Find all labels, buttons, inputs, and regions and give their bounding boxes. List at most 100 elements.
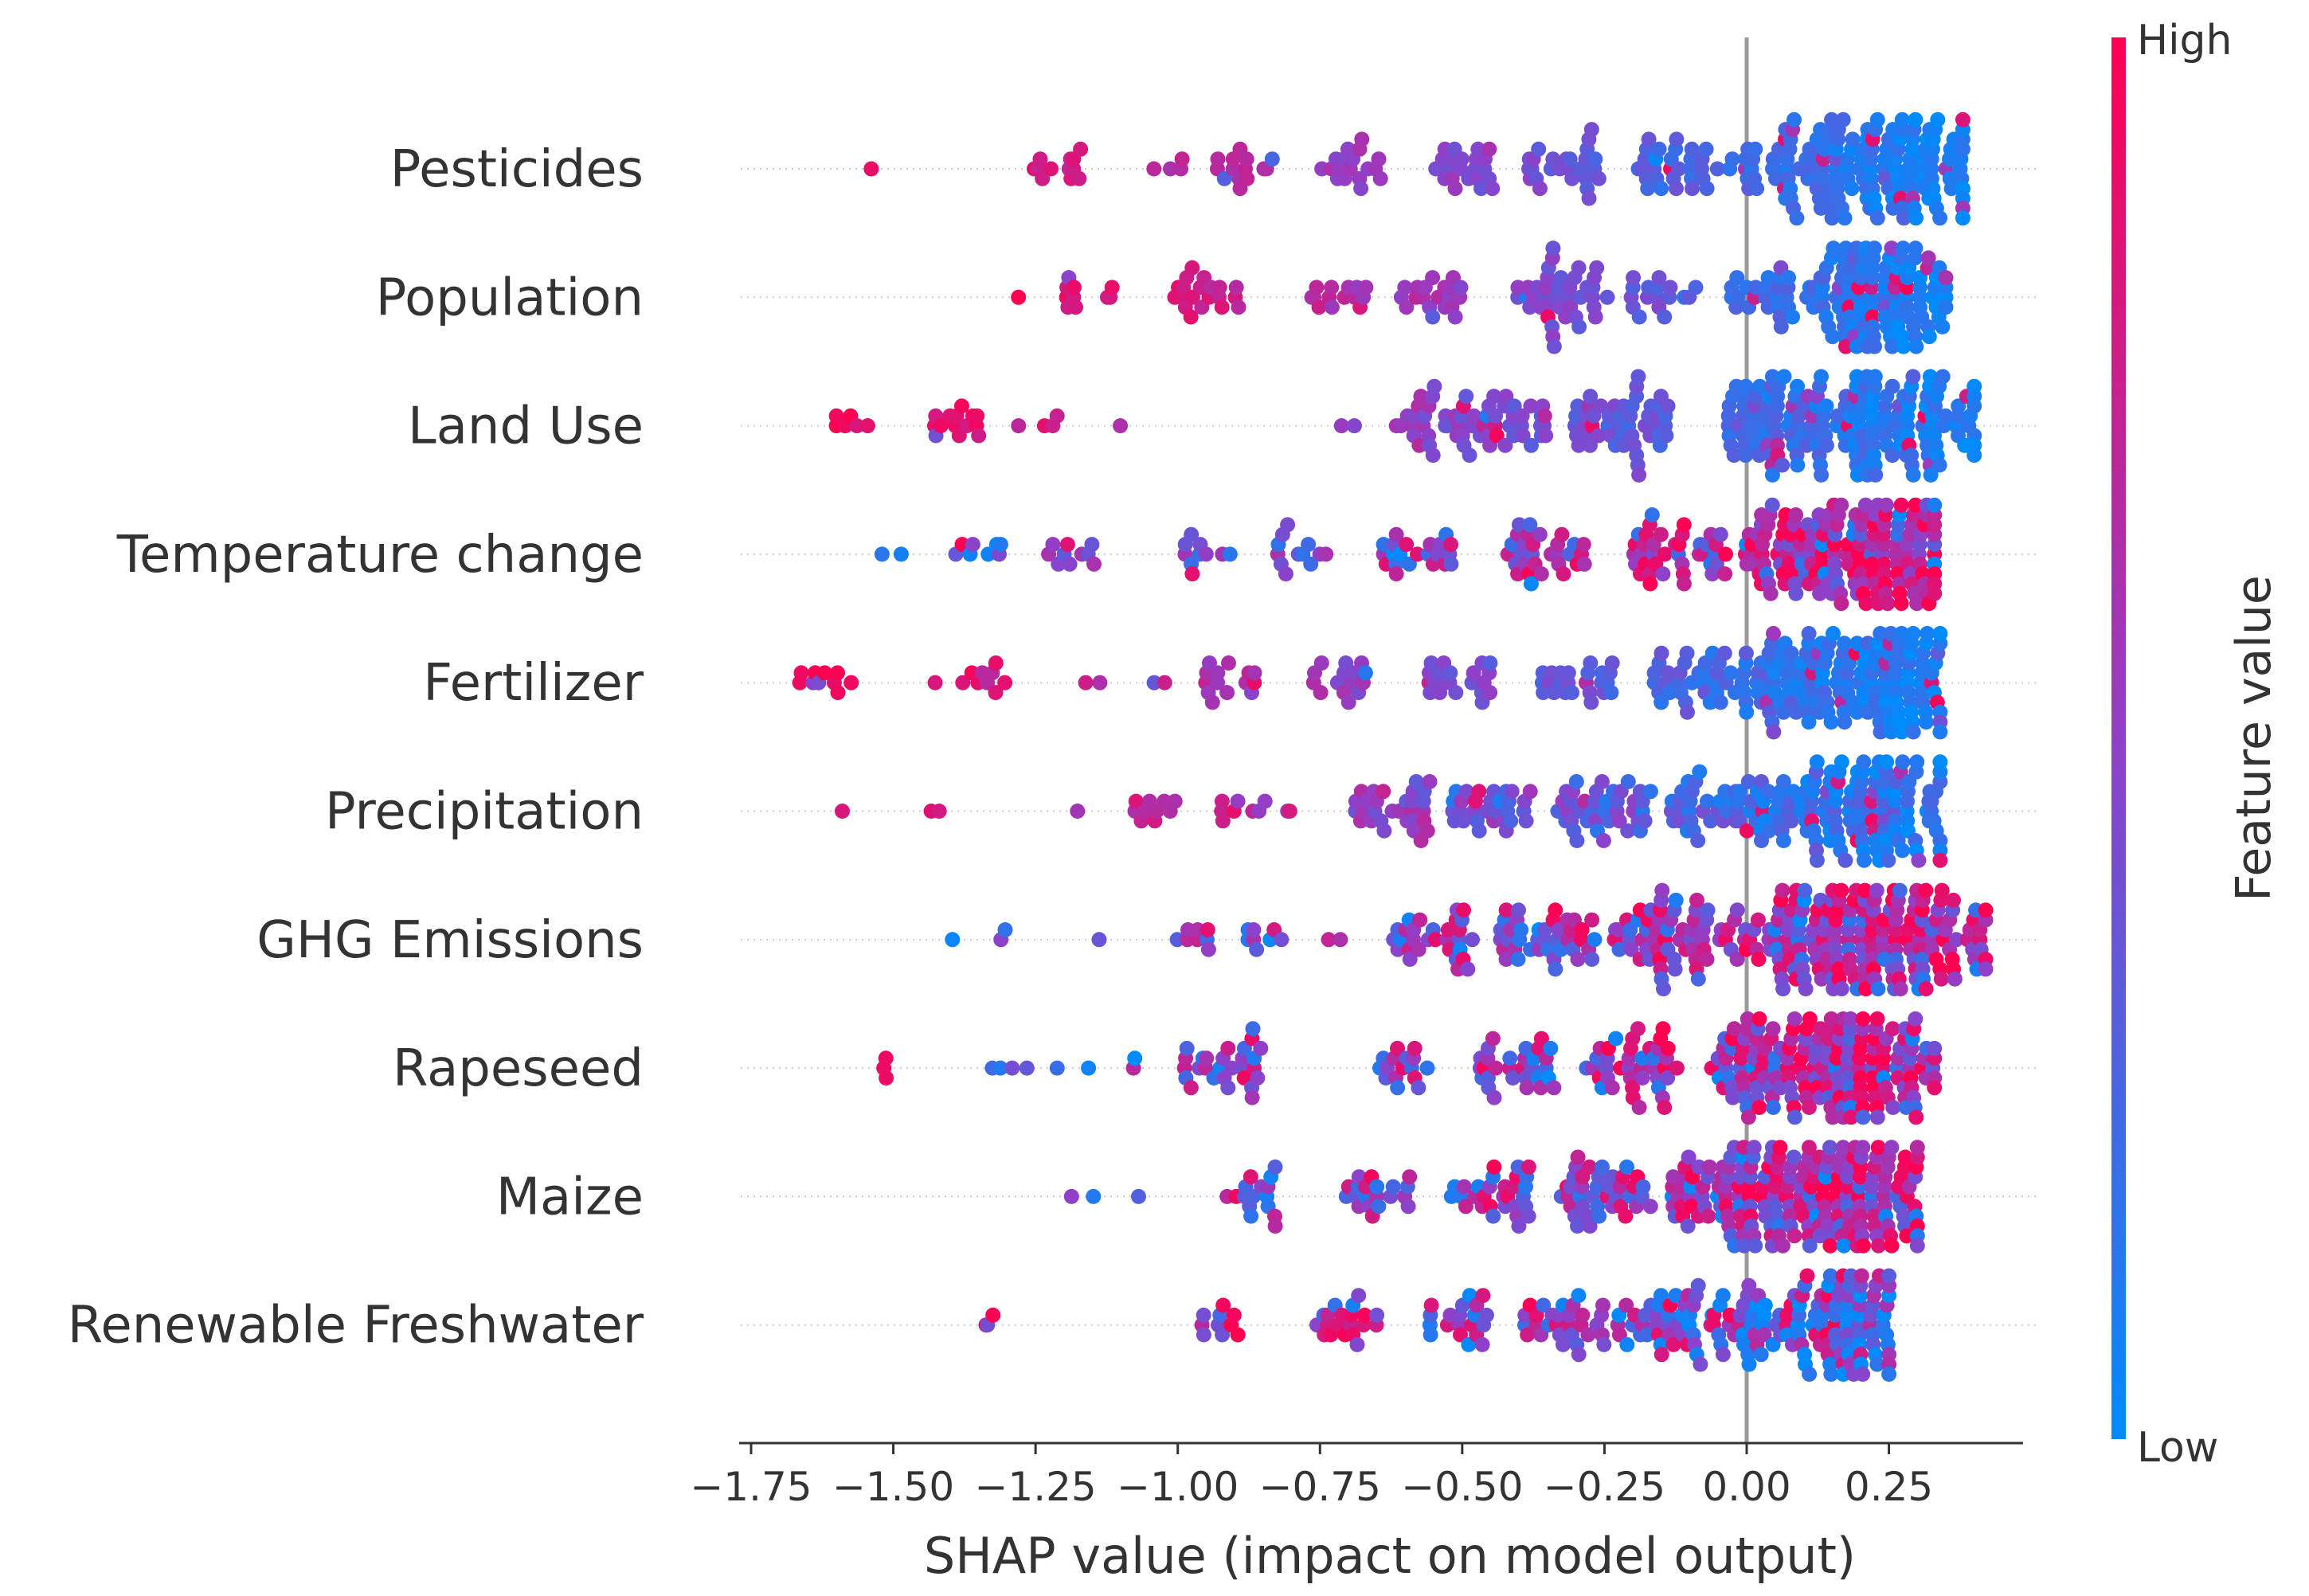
shap-point (1267, 1159, 1283, 1175)
shap-point (1619, 1336, 1635, 1352)
shap-point (1488, 408, 1503, 424)
shap-point (1905, 369, 1921, 385)
shap-point (1712, 694, 1728, 710)
shap-point (1399, 299, 1415, 315)
shap-point (954, 398, 969, 414)
x-tick-label: −1.75 (690, 1464, 812, 1510)
shap-point (1608, 1031, 1624, 1046)
shap-point (874, 546, 890, 562)
shap-point (1857, 497, 1873, 513)
shap-point (1513, 922, 1529, 937)
shap-point (1801, 714, 1817, 730)
shap-point (1837, 636, 1852, 651)
shap-point (1866, 241, 1882, 256)
shap-point (1740, 774, 1756, 789)
shap-point (1280, 517, 1296, 533)
shap-point (1809, 754, 1825, 770)
shap-point (1174, 151, 1190, 167)
shap-point (1764, 497, 1780, 513)
shap-point (1896, 210, 1912, 226)
x-axis: −1.75 −1.50 −1.25 −1.00 −0.75 −0.50 −0.25 0.00 0… (690, 1441, 2023, 1510)
shap-point (1131, 1188, 1146, 1204)
shap-point (1167, 793, 1183, 809)
shap-point (1423, 1327, 1438, 1343)
feature-label: Fertilizer (423, 654, 644, 713)
shap-point (1857, 882, 1873, 898)
shap-point (1946, 892, 1961, 908)
shap-point (1390, 1080, 1406, 1096)
shap-point (1715, 1288, 1731, 1304)
colorbar (2111, 37, 2126, 1439)
shap-point (1333, 932, 1348, 948)
shap-point (1220, 1080, 1236, 1096)
shap-point (1070, 804, 1086, 819)
shap-point (1932, 626, 1948, 641)
shap-point (1834, 882, 1849, 898)
shap-point (1510, 1159, 1526, 1175)
shap-point (1582, 1159, 1597, 1175)
shap-point (1184, 526, 1200, 542)
shap-point (1923, 467, 1939, 483)
shap-point (1884, 241, 1900, 256)
shap-point (1456, 1179, 1472, 1195)
shap-point (1909, 754, 1925, 770)
shap-point (1665, 1336, 1681, 1352)
shap-point (1766, 724, 1782, 740)
shap-point (1311, 299, 1327, 315)
shap-point (1243, 1208, 1259, 1224)
shap-point (1309, 280, 1325, 295)
shap-point (1834, 497, 1849, 513)
shap-point (1253, 1040, 1269, 1056)
shap-point (1657, 309, 1673, 325)
shap-point (1818, 437, 1834, 453)
shap-point (1801, 1100, 1817, 1115)
shap-point (927, 675, 943, 690)
shap-point (1497, 437, 1513, 453)
shap-point (1739, 704, 1755, 720)
shap-point (1776, 369, 1792, 385)
shap-point (1571, 437, 1587, 453)
shap-point (1938, 408, 1954, 424)
shap-point (1274, 932, 1290, 948)
shap-point (1553, 270, 1569, 286)
shap-point (1631, 1100, 1647, 1115)
shap-point (1498, 902, 1514, 918)
shap-point (1684, 141, 1700, 157)
shap-point (1834, 981, 1849, 997)
shap-point (1556, 1336, 1571, 1352)
x-axis-label: SHAP value (impact on model output) (924, 1527, 1856, 1585)
shap-point (1668, 1288, 1684, 1304)
shap-point (1346, 418, 1362, 434)
shap-point (1715, 1347, 1731, 1363)
shap-point (1690, 971, 1706, 987)
shap-point (1402, 1169, 1418, 1185)
shap-point (878, 1050, 894, 1066)
shap-point (1179, 1040, 1195, 1056)
shap-point (1531, 141, 1547, 157)
shap-point (1908, 1011, 1924, 1027)
shap-point (1680, 704, 1695, 720)
shap-point (1454, 151, 1470, 167)
shap-point (1878, 497, 1894, 513)
shap-point (1399, 537, 1415, 553)
shap-point (1618, 1297, 1634, 1313)
shap-point (1196, 1327, 1211, 1343)
shap-point (893, 546, 909, 562)
shap-point (1781, 270, 1796, 286)
shap-point (1220, 1040, 1236, 1056)
shap-point (1760, 270, 1776, 286)
shap-point (1575, 537, 1591, 553)
shap-point (1631, 467, 1647, 483)
shap-point (1351, 1288, 1367, 1304)
shap-point (1458, 1199, 1473, 1215)
shap-point (1011, 418, 1027, 434)
shap-point (1729, 270, 1745, 286)
shap-point (1802, 1367, 1818, 1382)
shap-point (1595, 1159, 1610, 1175)
shap-point (1688, 280, 1704, 295)
shap-point (1210, 151, 1226, 167)
shap-point (1927, 497, 1943, 513)
shap-point (1419, 823, 1435, 839)
shap-point (1560, 665, 1576, 681)
shap-point (1448, 685, 1464, 701)
